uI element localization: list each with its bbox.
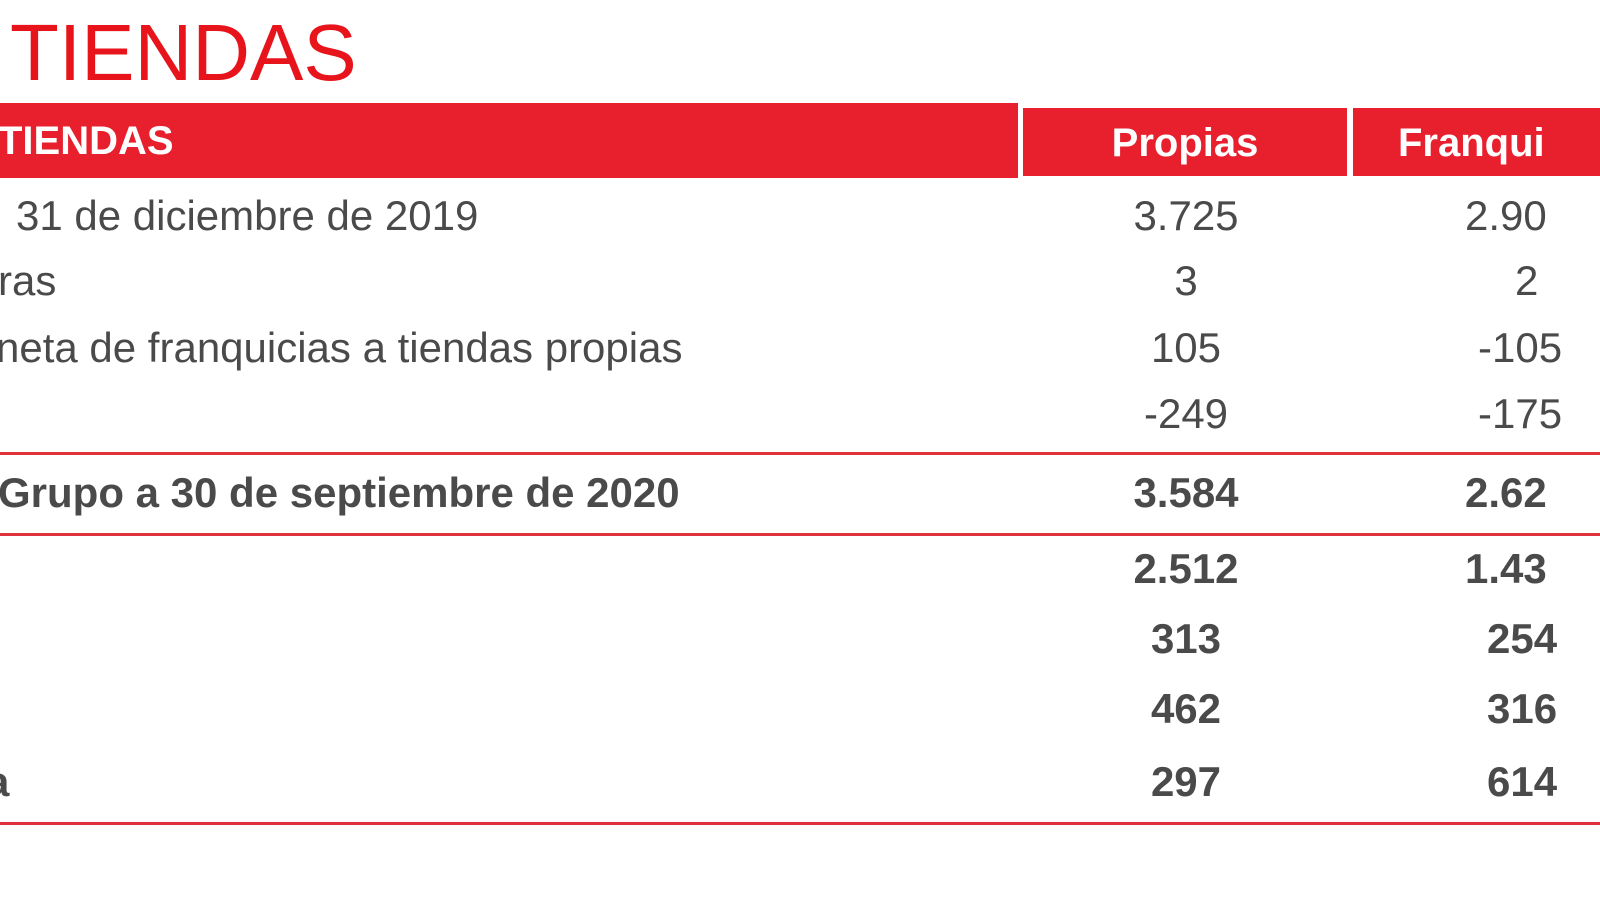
table-row: -249 -175 bbox=[0, 390, 1600, 450]
propias-value: 2.512 bbox=[1133, 545, 1239, 592]
table-row: ras 3 2 bbox=[0, 257, 1600, 317]
propias-value: 3.725 bbox=[1133, 192, 1239, 239]
propias-value: -249 bbox=[1143, 390, 1229, 437]
table-header-label: TIENDAS bbox=[0, 103, 1018, 178]
franquicias-value: 254 bbox=[1487, 615, 1558, 662]
table-row: 2.512 1.43 bbox=[0, 545, 1600, 605]
table-row: 313 254 bbox=[0, 615, 1600, 675]
franquicias-value: 614 bbox=[1487, 758, 1558, 805]
column-header-propias: Propias bbox=[1023, 108, 1347, 176]
header-label-text: TIENDAS bbox=[0, 119, 174, 163]
column-header-franquicias: Franqui bbox=[1353, 108, 1600, 176]
table-row: a 297 614 bbox=[0, 758, 1600, 818]
row-label: 31 de diciembre de 2019 bbox=[16, 192, 479, 239]
divider bbox=[0, 452, 1600, 455]
franquicias-value: 2.62 bbox=[1465, 469, 1547, 516]
franquicias-value: -175 bbox=[1478, 390, 1563, 437]
propias-value: 313 bbox=[1150, 615, 1222, 662]
row-label: a bbox=[0, 758, 9, 806]
franquicias-value: 316 bbox=[1487, 685, 1558, 732]
row-label: ras bbox=[0, 257, 57, 304]
row-label: Grupo a 30 de septiembre de 2020 bbox=[0, 469, 680, 516]
franquicias-value: 2 bbox=[1515, 257, 1539, 304]
table-row: 462 316 bbox=[0, 685, 1600, 745]
divider bbox=[0, 533, 1600, 536]
row-label: neta de franquicias a tiendas propias bbox=[0, 324, 683, 371]
propias-value: 105 bbox=[1150, 324, 1222, 371]
franquicias-value: 2.90 bbox=[1465, 192, 1547, 239]
franquicias-value: 1.43 bbox=[1465, 545, 1547, 592]
propias-value: 297 bbox=[1150, 758, 1222, 805]
propias-value: 462 bbox=[1150, 685, 1222, 732]
propias-value: 3.584 bbox=[1133, 469, 1239, 516]
table-row-total: Grupo a 30 de septiembre de 2020 3.584 2… bbox=[0, 469, 1600, 529]
franquicias-header-text: Franqui bbox=[1398, 121, 1545, 165]
table-row: neta de franquicias a tiendas propias 10… bbox=[0, 324, 1600, 384]
propias-value: 3 bbox=[1174, 257, 1198, 304]
franquicias-value: -105 bbox=[1478, 324, 1563, 371]
page-title: TIENDAS bbox=[10, 8, 357, 97]
table-row: 31 de diciembre de 2019 3.725 2.90 bbox=[0, 192, 1600, 252]
divider bbox=[0, 822, 1600, 825]
